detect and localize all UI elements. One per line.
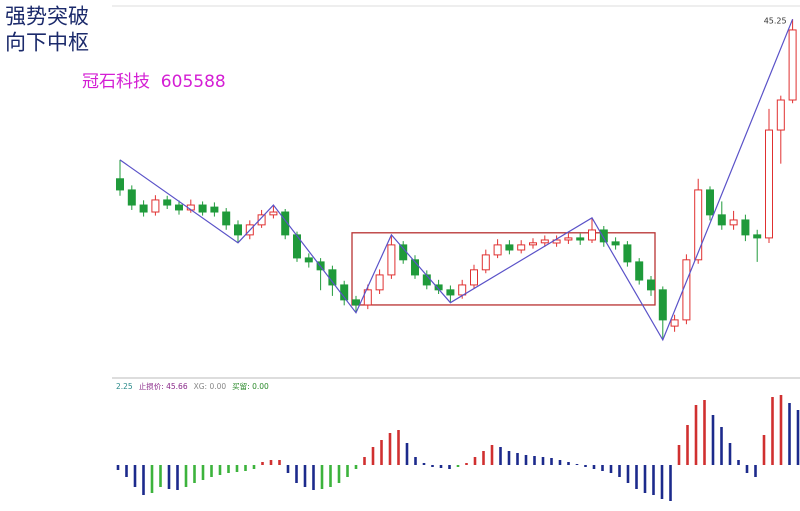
- candle-body: [269, 211, 278, 216]
- candle-body: [234, 224, 242, 236]
- candle-body: [210, 206, 219, 213]
- candle-body: [493, 244, 502, 256]
- candle-body: [411, 259, 419, 276]
- candle-body: [151, 199, 160, 213]
- candle-body: [470, 269, 478, 286]
- candle-body: [387, 244, 396, 276]
- candle-body: [588, 229, 596, 241]
- candle-body: [222, 211, 231, 226]
- candle-body: [399, 244, 408, 261]
- candle-body: [139, 204, 148, 213]
- candle-body: [363, 289, 372, 306]
- candle-body: [529, 242, 537, 246]
- indicator-legend: 买留: 0.00: [232, 381, 269, 391]
- candle-body: [729, 219, 738, 226]
- candle-body: [375, 274, 384, 291]
- candle-body: [647, 279, 655, 291]
- candle-body: [670, 319, 679, 327]
- candle-body: [281, 211, 290, 236]
- stock-name: 冠石科技 605588: [82, 72, 226, 92]
- candle-body: [175, 204, 183, 211]
- candle-body: [788, 29, 797, 101]
- annotation: 强势突破: [5, 5, 89, 29]
- candle-body: [717, 214, 726, 226]
- candle-body: [446, 289, 455, 296]
- candle-body: [540, 239, 549, 244]
- candle-body: [576, 237, 585, 241]
- candle-body: [304, 257, 313, 263]
- candle-body: [765, 129, 773, 239]
- candle-body: [116, 178, 124, 191]
- candle-body: [623, 244, 632, 263]
- price-label: 45.25: [764, 17, 787, 26]
- candle-body: [198, 204, 207, 213]
- candle-body: [706, 189, 714, 216]
- candle-body: [127, 189, 136, 206]
- candle-body: [776, 99, 785, 131]
- candle-body: [163, 199, 172, 206]
- candle-body: [517, 244, 526, 251]
- candle-body: [682, 259, 691, 321]
- indicator-legend: 止损价: 45.66: [139, 381, 188, 391]
- candle-body: [352, 299, 360, 306]
- candle-body: [741, 219, 750, 236]
- pivot-zone: [351, 232, 656, 306]
- candle-body: [694, 189, 703, 261]
- annotation: 向下中枢: [5, 31, 89, 55]
- candle-body: [611, 241, 620, 246]
- candle-body: [481, 254, 490, 271]
- candle-body: [257, 214, 266, 226]
- candle-body: [753, 234, 762, 239]
- zigzag-line: [119, 18, 794, 342]
- indicator-legend: 2.25: [116, 382, 133, 391]
- candle-body: [458, 284, 467, 296]
- candle-body: [635, 261, 644, 281]
- candle-body: [564, 237, 573, 241]
- candle-body: [599, 229, 608, 243]
- candle-body: [505, 244, 514, 251]
- candle-body: [658, 289, 667, 321]
- indicator-legend: XG: 0.00: [194, 382, 227, 391]
